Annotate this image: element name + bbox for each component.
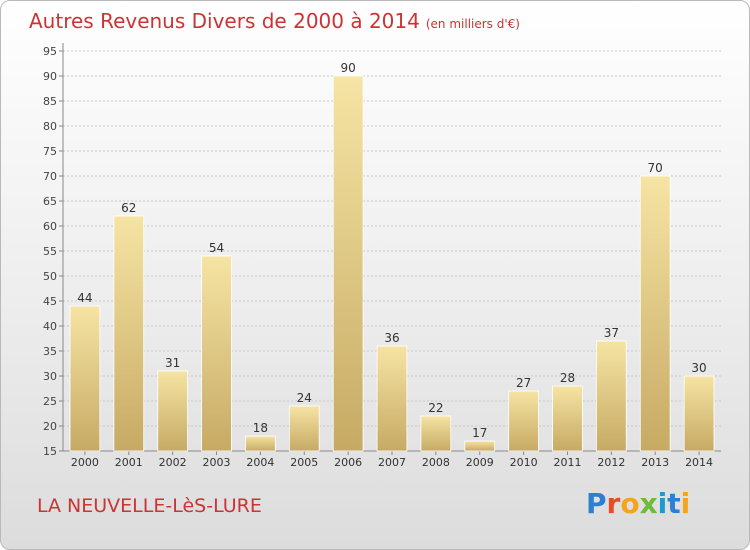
x-tick-label: 2014	[685, 456, 713, 469]
bar	[332, 75, 364, 452]
chart-title-text: Autres Revenus Divers de 2000 à 2014	[29, 9, 420, 33]
bar-value-label: 18	[253, 421, 268, 435]
x-tick-label: 2000	[71, 456, 99, 469]
bar	[639, 175, 671, 452]
logo-letter: P	[586, 487, 607, 520]
y-tick-label: 50	[43, 270, 57, 283]
bar-value-label: 36	[384, 331, 399, 345]
y-tick-label: 65	[43, 195, 57, 208]
logo-letter: i	[680, 487, 691, 520]
y-tick-label: 15	[43, 445, 57, 458]
bar	[464, 440, 496, 452]
x-tick-label: 2009	[466, 456, 494, 469]
x-tick-label: 2004	[246, 456, 274, 469]
bar	[596, 340, 627, 452]
bar-value-label: 54	[209, 241, 224, 255]
bar-value-label: 37	[604, 326, 619, 340]
y-tick-label: 45	[43, 295, 57, 308]
bar-value-label: 24	[297, 391, 312, 405]
bar	[245, 435, 276, 452]
bar	[69, 305, 101, 452]
logo-letter: x	[639, 487, 658, 520]
x-tick-label: 2001	[115, 456, 143, 469]
y-tick-label: 30	[43, 370, 57, 383]
bar	[288, 405, 320, 452]
y-tick-label: 25	[43, 395, 57, 408]
bar	[508, 390, 539, 452]
bar	[420, 415, 452, 452]
bar-value-label: 27	[516, 376, 531, 390]
y-tick-label: 40	[43, 320, 57, 333]
logo-letter: i	[657, 487, 668, 520]
y-tick-label: 20	[43, 420, 57, 433]
y-tick-label: 75	[43, 145, 57, 158]
proxiti-logo[interactable]: Proxiti	[586, 487, 690, 520]
bar	[113, 215, 145, 452]
y-tick-label: 95	[43, 45, 57, 58]
bar-value-label: 31	[165, 356, 180, 370]
x-tick-label: 2005	[290, 456, 318, 469]
y-tick-label: 55	[43, 245, 57, 258]
logo-letter: r	[606, 487, 621, 520]
x-tick-label: 2003	[203, 456, 231, 469]
x-tick-label: 2013	[641, 456, 669, 469]
y-tick-label: 60	[43, 220, 57, 233]
bar-value-label: 30	[691, 361, 706, 375]
bar-value-label: 22	[428, 401, 443, 415]
bar-layer	[69, 75, 715, 452]
x-tick-label: 2011	[553, 456, 581, 469]
x-tick-label: 2002	[159, 456, 187, 469]
bar-value-label: 70	[648, 161, 663, 175]
y-tick-label: 70	[43, 170, 57, 183]
y-tick-label: 35	[43, 345, 57, 358]
x-tick-label: 2008	[422, 456, 450, 469]
bar-value-label: 90	[340, 61, 355, 75]
logo-letter: o	[620, 487, 640, 520]
place-name: LA NEUVELLE-LèS-LURE	[37, 495, 262, 517]
y-tick-label: 80	[43, 120, 57, 133]
logo-letter: t	[667, 487, 681, 520]
x-tick-label: 2006	[334, 456, 362, 469]
chart-title: Autres Revenus Divers de 2000 à 2014 (en …	[29, 9, 520, 33]
x-tick-label: 2007	[378, 456, 406, 469]
y-tick-label: 85	[43, 95, 57, 108]
bar	[201, 255, 232, 452]
y-tick-label: 90	[43, 70, 57, 83]
x-tick-label: 2010	[510, 456, 538, 469]
bar-value-label: 28	[560, 371, 575, 385]
bar	[376, 345, 408, 452]
label-layer: 44 2000 62 2001 31 2002 54 2003 18 2004 24 2005 90 20…	[71, 61, 713, 469]
x-tick-label: 2012	[597, 456, 625, 469]
bar	[552, 385, 583, 452]
bar-value-label: 62	[121, 201, 136, 215]
chart-subtitle: (en milliers d'€)	[425, 17, 520, 31]
bar-value-label: 17	[472, 426, 487, 440]
axis-layer: 15 20 25 30 35 40 45 50 55 60 65 70 75 80 85 90 95	[43, 43, 721, 458]
bar-value-label: 44	[77, 291, 92, 305]
bar	[157, 370, 188, 452]
bar	[683, 375, 715, 452]
